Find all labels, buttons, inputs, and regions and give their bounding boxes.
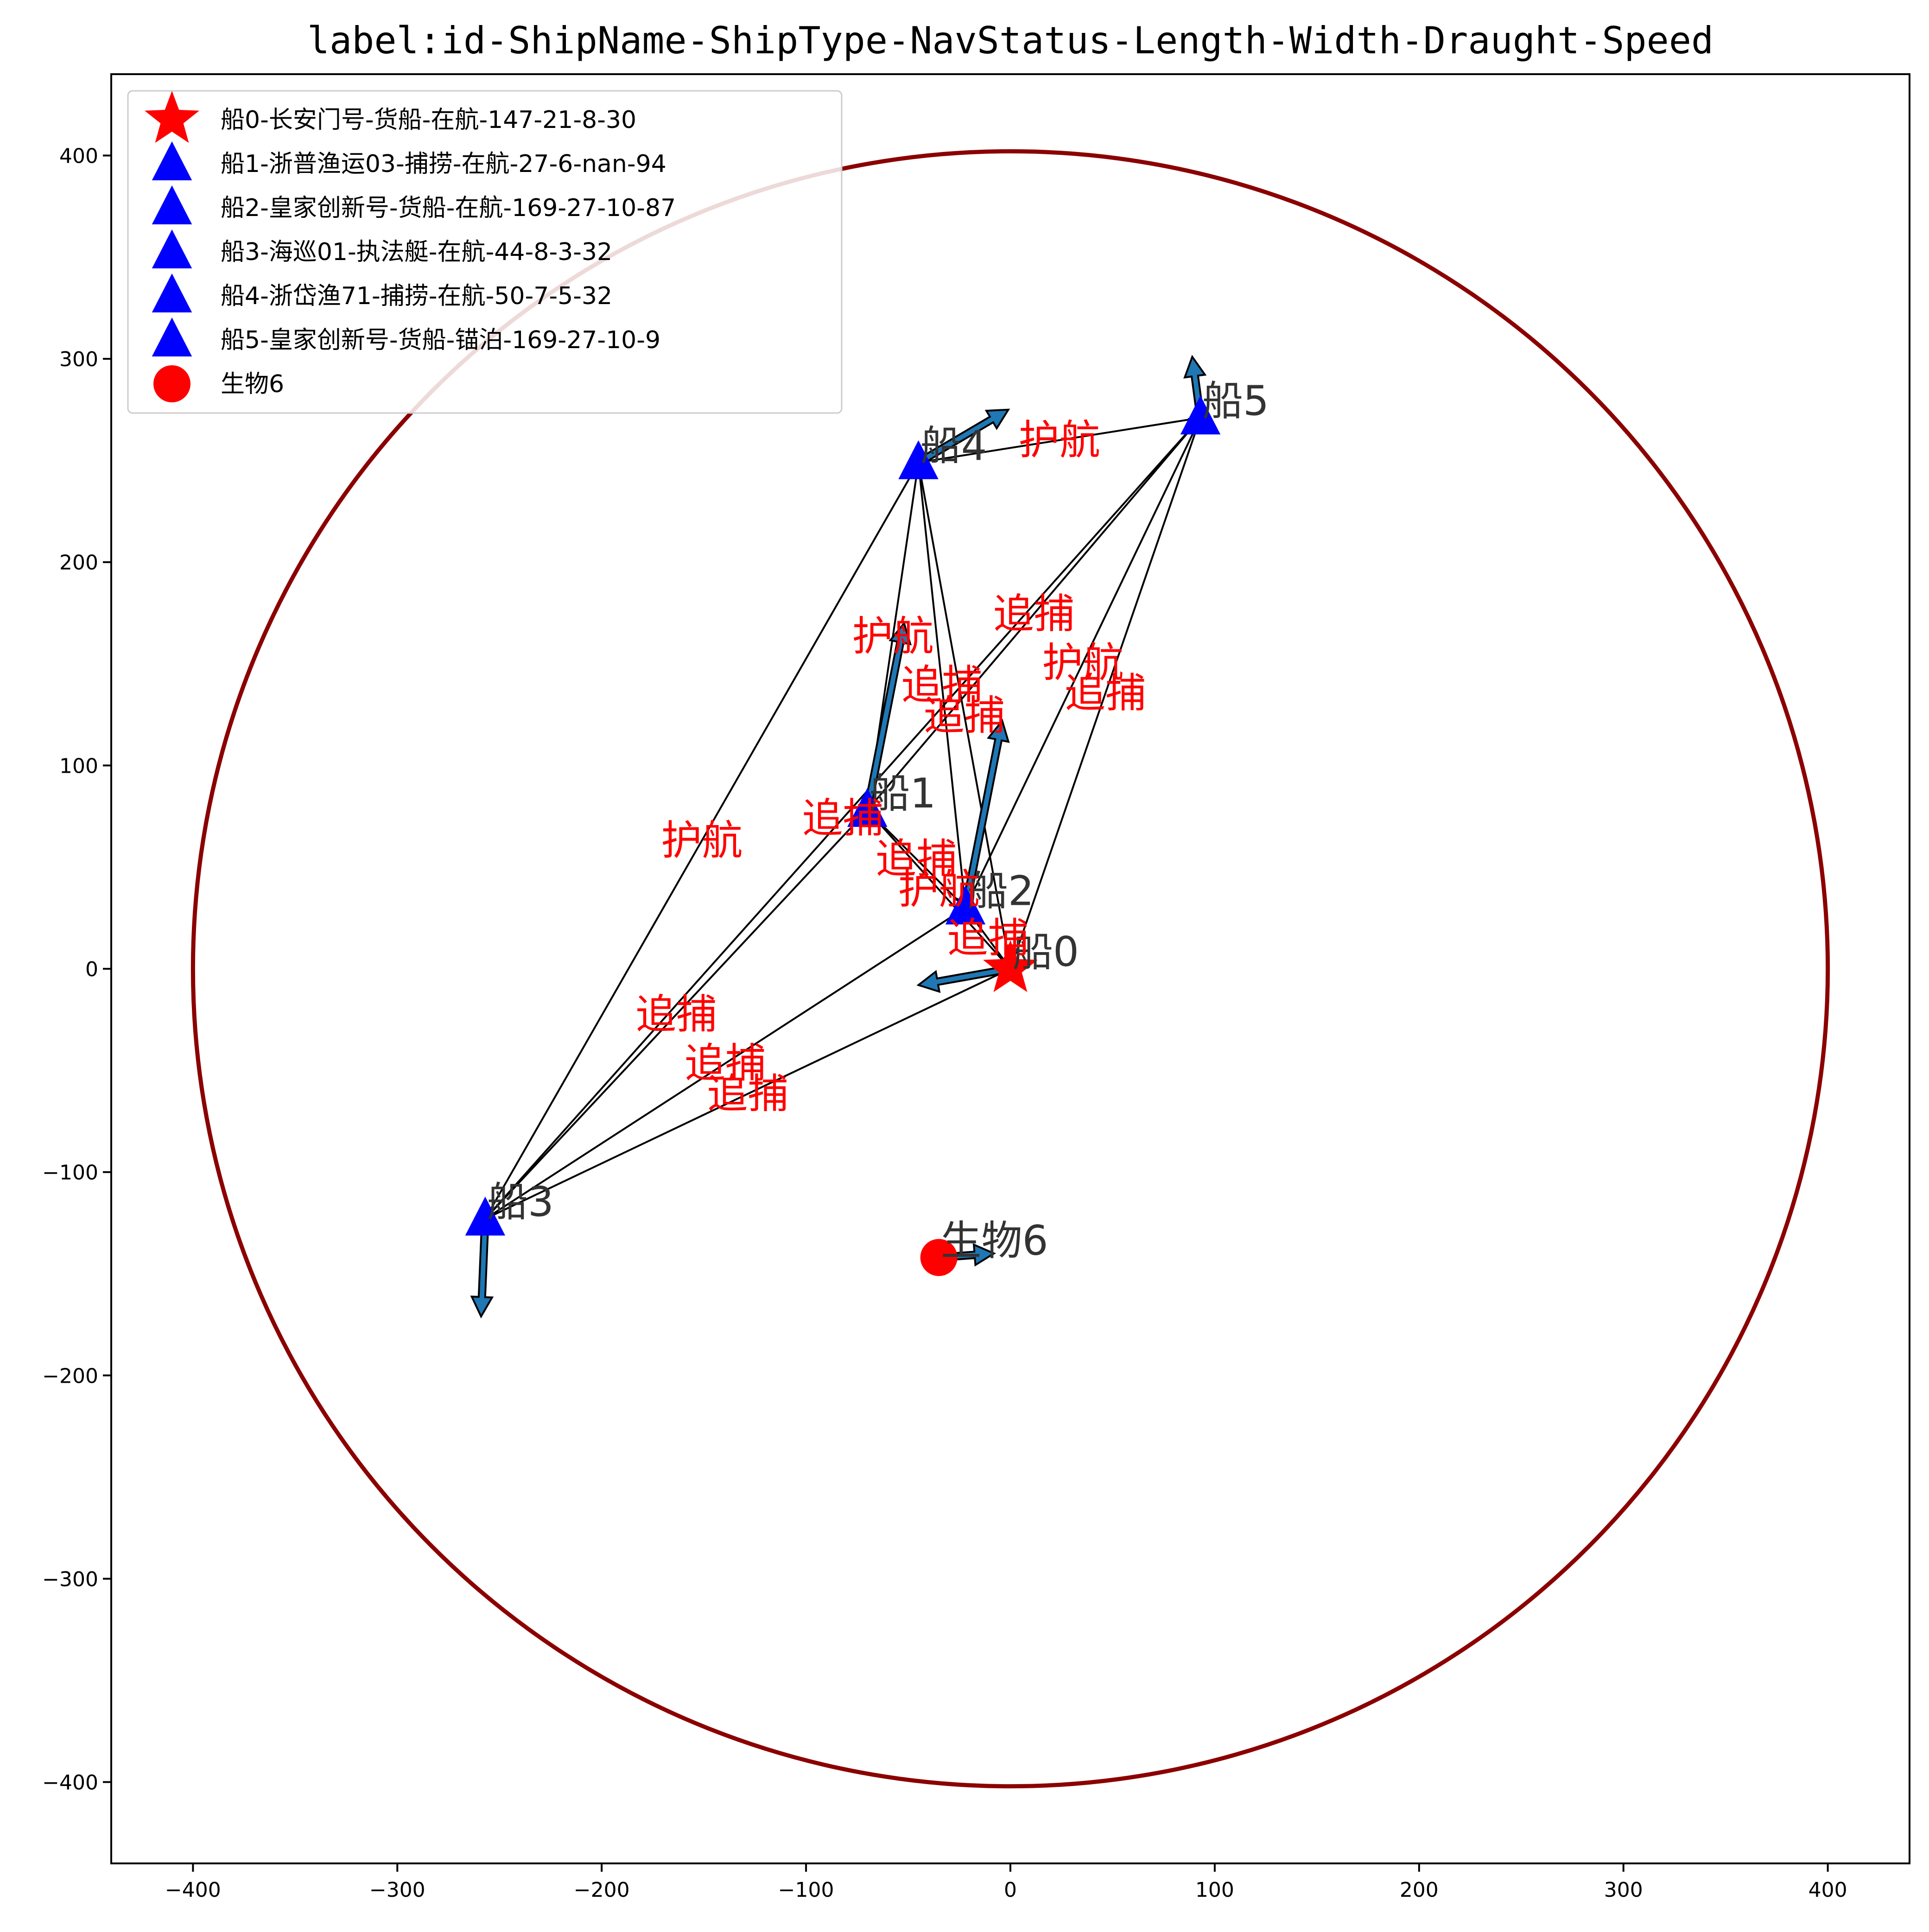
y-tick-label: −100 — [42, 1161, 98, 1185]
relation-label-2-5: 护航 — [1042, 639, 1124, 686]
relation-edge-2-5 — [964, 425, 1198, 909]
relation-label-2-4: 追捕 — [901, 661, 983, 709]
relation-label-1-2: 追捕 — [876, 835, 957, 883]
relation-edges — [484, 417, 1201, 1220]
legend-marker-triangle — [152, 185, 192, 224]
velocity-arrow-1 — [863, 621, 912, 812]
x-tick-label: −300 — [369, 1878, 425, 1902]
legend-entry-4: 船4-浙岱渔71-捕捞-在航-50-7-5-32 — [221, 282, 612, 310]
point-label-6: 生物6 — [941, 1217, 1048, 1265]
relation-edge-3-0 — [485, 971, 1003, 1220]
point-markers — [465, 395, 1221, 1276]
range-circle — [190, 149, 1830, 1789]
legend-entry-6: 生物6 — [221, 370, 284, 398]
relation-edge-5-0 — [1012, 417, 1201, 961]
point-label-0: 船0 — [1012, 928, 1079, 976]
relation-label-4-0: 追捕 — [924, 692, 1005, 739]
marker-triangle-3 — [465, 1196, 506, 1236]
legend-entry-5: 船5-皇家创新号-货船-锚泊-169-27-10-9 — [221, 326, 660, 354]
relation-edge-2-4 — [918, 470, 966, 908]
legend-marker-triangle — [152, 229, 192, 268]
x-tick-label: 200 — [1400, 1878, 1439, 1902]
motion-vectors — [470, 355, 1207, 1319]
legend-entry-1: 船1-浙普渔运03-捕捞-在航-27-6-nan-94 — [221, 150, 666, 178]
marker-circle-6 — [920, 1239, 958, 1276]
relation-label-3-1: 追捕 — [635, 991, 717, 1038]
velocity-arrow-4 — [915, 408, 1010, 467]
point-label-4: 船4 — [920, 422, 987, 470]
legend-marker-triangle — [152, 318, 192, 356]
relation-label-5-0: 追捕 — [1065, 669, 1146, 717]
relation-label-3-0: 追捕 — [707, 1070, 788, 1118]
plot-area: 船0船1船2船3船4船5生物6护航追捕追捕追捕 追捕护航 追捕追捕 护航追捕追捕护航追… — [42, 73, 1910, 1902]
y-tick-label: −200 — [42, 1364, 98, 1388]
relation-edge-3-4 — [484, 469, 915, 1220]
relation-label-1-4: 护航 — [852, 612, 933, 660]
x-tick-label: −400 — [165, 1878, 221, 1902]
y-tick-label: −400 — [42, 1771, 98, 1795]
relation-label-1-0: 护航 — [898, 865, 980, 913]
legend-entry-0: 船0-长安门号-货船-在航-147-21-8-30 — [221, 106, 636, 134]
x-tick-label: 100 — [1195, 1878, 1234, 1902]
legend-entry-2: 船2-皇家创新号-货船-在航-169-27-10-87 — [221, 194, 676, 222]
legend-marker-triangle — [152, 273, 192, 312]
legend-marker-star — [145, 91, 199, 143]
axis-ticks: −400 −300 −200 −100 0 100 200 300 400 −400 −300 −20… — [42, 144, 1847, 1902]
y-tick-label: 200 — [59, 551, 98, 575]
y-tick-label: 300 — [59, 348, 98, 371]
x-tick-label: 300 — [1604, 1878, 1643, 1902]
velocity-arrow-2 — [961, 718, 1010, 910]
relation-edge-4-0 — [917, 462, 1010, 961]
legend-entry-3: 船3-海巡01-执法艇-在航-44-8-3-32 — [221, 238, 612, 266]
relation-label-3-2: 追捕 — [685, 1039, 766, 1087]
relation-label-2-0: 追捕 — [947, 914, 1028, 962]
relation-edge-4-5 — [918, 418, 1193, 464]
marker-triangle-4 — [898, 440, 939, 479]
x-tick-label: 400 — [1808, 1878, 1847, 1902]
legend-frame — [127, 90, 843, 414]
legend-marker-circle — [153, 365, 190, 402]
point-label-2: 船2 — [967, 867, 1034, 915]
marker-star-0 — [983, 940, 1038, 992]
x-tick-label: −100 — [778, 1878, 834, 1902]
marker-triangle-1 — [847, 788, 888, 827]
y-tick-label: 100 — [59, 754, 98, 778]
legend-marker-triangle — [152, 141, 192, 180]
relation-edge-3-5 — [484, 423, 1196, 1220]
plot-content: 船0船1船2船3船4船5生物6护航追捕追捕追捕 追捕护航 追捕追捕 护航追捕追捕护航追… — [190, 149, 1830, 1789]
legend: 船0-长安门号-货船-在航-147-21-8-30 船1-浙普渔运03-捕捞-在航… — [127, 90, 843, 414]
point-label-1: 船1 — [869, 769, 936, 817]
point-labels: 船0 船1 船2 船3 船4 船5 生物6 — [487, 377, 1269, 1265]
y-tick-label: 0 — [85, 958, 98, 981]
relation-edge-1-5 — [866, 423, 1196, 811]
marker-triangle-5 — [1180, 395, 1221, 435]
relation-edge-3-2 — [484, 911, 959, 1220]
x-tick-label: −200 — [574, 1878, 630, 1902]
relation-edge-3-1 — [484, 815, 863, 1220]
relation-label-1-5: 追捕 — [993, 590, 1075, 638]
relation-edge-1-0 — [866, 809, 1006, 963]
relation-label-3-5: 追捕 — [802, 794, 883, 842]
relation-label-4-5: 护航 — [1019, 416, 1100, 464]
y-tick-label: 400 — [59, 144, 98, 168]
relation-label-3-4: 护航 — [661, 817, 742, 864]
chart-title: label:id-ShipName-ShipType-NavStatus-Len… — [307, 19, 1713, 62]
point-label-3: 船3 — [487, 1178, 554, 1226]
point-label-5: 船5 — [1202, 377, 1269, 425]
x-tick-label: 0 — [1004, 1878, 1017, 1902]
y-tick-label: −300 — [42, 1568, 98, 1591]
marker-triangle-2 — [945, 885, 986, 925]
